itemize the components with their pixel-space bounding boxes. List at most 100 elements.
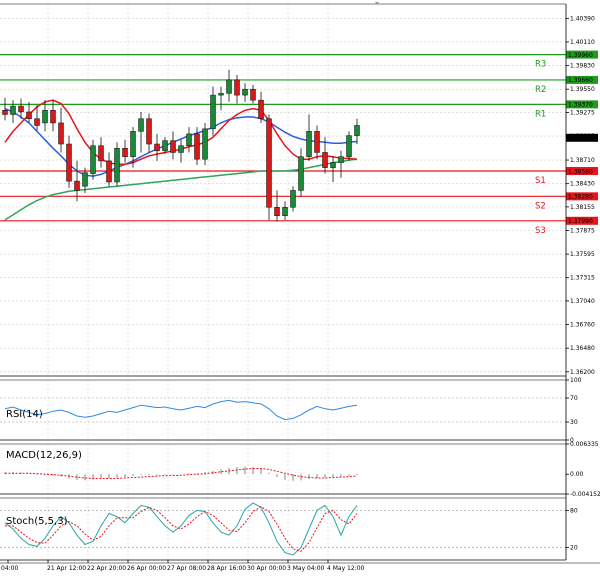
- candle-body: [250, 88, 256, 101]
- price-tick-label: 1.36760: [570, 322, 595, 329]
- candle: [282, 201, 288, 220]
- candle-body: [330, 162, 336, 168]
- candle-body: [114, 147, 120, 183]
- level-price-tag: [566, 167, 598, 176]
- price-tick-label: 1.38430: [570, 181, 595, 188]
- price-tick-label: 1.36200: [570, 369, 595, 376]
- candle: [314, 125, 320, 160]
- candle: [58, 107, 64, 153]
- candle-body: [306, 131, 312, 157]
- candle-body: [162, 140, 168, 152]
- ma-mid-line: [4, 107, 358, 177]
- candle: [298, 148, 304, 197]
- candle: [18, 98, 24, 119]
- rsi-tick-label: 100: [570, 377, 582, 384]
- candle-body: [186, 133, 192, 146]
- candle-body: [282, 207, 288, 216]
- level-name-r2: R2: [535, 85, 546, 95]
- time-label: 27 Apr 08:00: [167, 565, 206, 572]
- candle-body: [90, 145, 96, 174]
- price-tick-label: 1.37595: [570, 251, 595, 258]
- candle: [74, 160, 80, 202]
- candle-body: [218, 93, 224, 96]
- candle: [106, 152, 112, 187]
- rsi-tick-label: 30: [570, 419, 578, 426]
- price-tick-label: 1.40390: [570, 15, 595, 22]
- candle: [2, 97, 8, 121]
- candle: [354, 118, 360, 145]
- candle-body: [314, 131, 320, 153]
- candle-body: [194, 133, 200, 160]
- candle-body: [42, 110, 48, 124]
- level-price-label-r3: 1.39960: [568, 52, 593, 59]
- candle-body: [170, 140, 176, 153]
- candle-body: [18, 105, 24, 113]
- candle-body: [226, 79, 232, 94]
- candle: [202, 122, 208, 166]
- level-name-r3: R3: [535, 60, 546, 70]
- price-axis: 1.40390 1.40110 1.39830 1.39550 1.39275 1.389…: [566, 15, 598, 376]
- candle-body: [34, 118, 40, 126]
- level-price-tag: [566, 100, 598, 109]
- candle-body: [106, 160, 112, 183]
- candle-body: [130, 131, 136, 157]
- candle: [178, 139, 184, 163]
- level-name-s1: S1: [535, 176, 546, 186]
- candle-body: [298, 156, 304, 191]
- macd-panel: 0.006335 0.00 -0.004152 MACD(12,26,9): [4, 441, 600, 498]
- candle-body: [202, 128, 208, 160]
- candle: [154, 133, 160, 161]
- level-price-label-r2: 1.39660: [568, 77, 593, 84]
- price-tick-label: 1.38155: [570, 204, 595, 211]
- candle-body: [354, 125, 360, 136]
- candle: [194, 127, 200, 166]
- candle: [130, 127, 136, 168]
- rsi-tick-label: 0: [570, 437, 574, 444]
- candle: [98, 137, 104, 168]
- candle: [338, 150, 344, 178]
- macd-tick-label: -0.004152: [570, 491, 600, 498]
- rsi-tick-label: 70: [570, 395, 578, 402]
- candle-body: [338, 156, 344, 163]
- time-label: 26 Apr 00:00: [127, 565, 166, 572]
- candle: [122, 139, 128, 163]
- candle: [82, 167, 88, 193]
- candle-body: [2, 110, 8, 115]
- time-label: 30 Apr 00:00: [247, 565, 286, 572]
- candle-body: [138, 118, 144, 132]
- candle: [34, 105, 40, 131]
- chart-grid: [0, 4, 566, 560]
- price-tick-label: 1.38710: [570, 157, 595, 164]
- time-label: 28 Apr 16:00: [207, 565, 246, 572]
- candle-body: [74, 180, 80, 191]
- macd-tick-label: 0.00: [570, 471, 584, 478]
- candle: [218, 86, 224, 111]
- level-price-tag: [566, 75, 598, 84]
- level-price-tag: [566, 192, 598, 201]
- candle: [90, 139, 96, 180]
- candle-body: [178, 145, 184, 153]
- panel-frames: [0, 2, 600, 564]
- stoch-tick-label: 20: [570, 545, 578, 552]
- candle: [26, 101, 32, 123]
- stoch-name: Stoch(5,5,3): [6, 516, 68, 527]
- level-name-r1: R1: [535, 109, 546, 119]
- candle: [170, 131, 176, 160]
- price-tick-label: 1.36480: [570, 345, 595, 352]
- candle-body: [66, 143, 72, 182]
- level-price-label-s1: 1.38580: [568, 168, 593, 175]
- candle: [114, 142, 120, 187]
- level-name-s2: S2: [535, 201, 546, 211]
- candle: [66, 135, 72, 188]
- candle-body: [242, 88, 248, 96]
- rsi-line: [4, 399, 358, 421]
- candle-body: [322, 152, 328, 168]
- candle-body: [266, 118, 272, 208]
- candle-body: [58, 122, 64, 145]
- candle: [274, 190, 280, 222]
- price-tick-label: 1.37315: [570, 275, 595, 282]
- level-price-label-s3: 1.37990: [568, 218, 593, 225]
- candle-body: [122, 147, 128, 157]
- candle: [266, 114, 272, 220]
- candle: [10, 100, 16, 123]
